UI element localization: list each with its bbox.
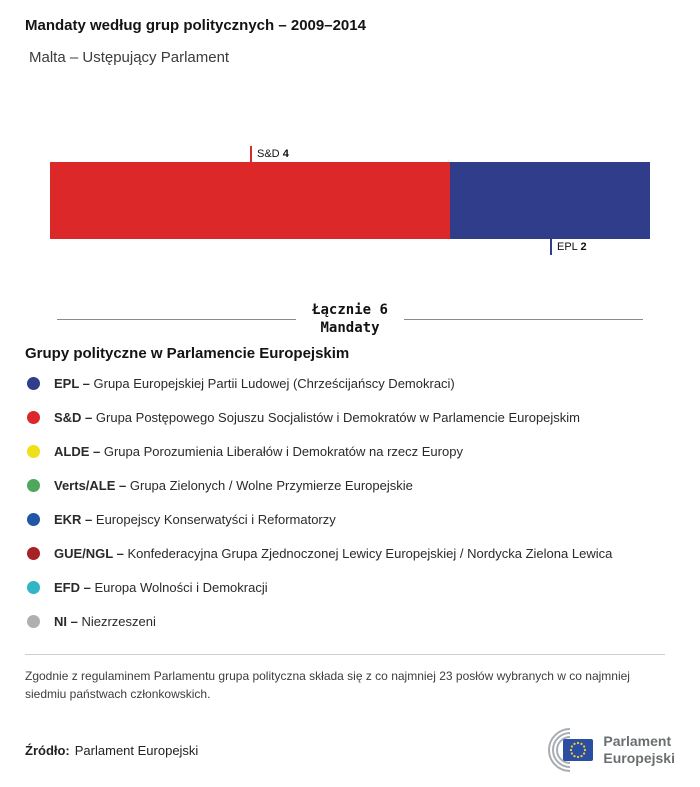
ep-logo: Parlament Europejski — [539, 727, 675, 773]
legend-label: ALDE – Grupa Porozumienia Liberałów i De… — [54, 443, 463, 459]
footnote-text: Zgodnie z regulaminem Parlamentu grupa p… — [25, 654, 665, 703]
seats-bar-chart: S&D 4 EPL 2 — [50, 146, 650, 255]
legend-heading: Grupy polityczne w Parlamencie Europejsk… — [25, 345, 350, 362]
source-value: Parlament Europejski — [74, 742, 199, 758]
legend-label: Verts/ALE – Grupa Zielonych / Wolne Przy… — [54, 477, 413, 493]
legend-dot-icon — [27, 410, 40, 424]
legend-dot-icon — [27, 580, 40, 594]
bar-segment-EPL — [450, 162, 650, 239]
legend-item-sd: S&D – Grupa Postępowego Sojuszu Socjalis… — [25, 400, 675, 434]
legend-label: NI – Niezrzeszeni — [54, 613, 156, 629]
legend-dot-icon — [27, 444, 40, 458]
divider-line-left — [57, 318, 297, 320]
eu-stars-icon — [570, 741, 587, 759]
total-divider: Łącznie 6 Mandaty — [57, 301, 644, 337]
legend-item-efd: EFD – Europa Wolności i Demokracji — [25, 570, 675, 604]
legend-dot-icon — [27, 478, 40, 492]
infographic-page: Mandaty według grup politycznych – 2009–… — [25, 17, 675, 703]
legend-dot-icon — [27, 376, 40, 390]
legend-dot-icon — [27, 512, 40, 526]
bar-labels-top: S&D 4 — [50, 146, 650, 162]
source-label: Źródło: — [25, 742, 70, 758]
total-unit: Mandaty — [320, 320, 380, 336]
legend-item-alde: ALDE – Grupa Porozumienia Liberałów i De… — [25, 434, 675, 468]
page-subtitle: Malta – Ustępujący Parlament — [29, 49, 230, 66]
footer: Źródło: Parlament Europejski Parlament Eu… — [25, 727, 675, 773]
legend-list: EPL – Grupa Europejskiej Partii Ludowej … — [25, 366, 675, 638]
total-count: Łącznie 6 — [312, 302, 388, 318]
legend-dot-icon — [27, 546, 40, 560]
logo-text: Parlament Europejski — [603, 733, 675, 767]
bar-label-S&D: S&D 4 — [250, 146, 289, 162]
divider-line-right — [403, 318, 644, 320]
page-title: Mandaty według grup politycznych – 2009–… — [25, 17, 366, 34]
tick-mark-icon — [250, 146, 252, 162]
ep-logo-icon — [548, 728, 594, 772]
legend-label: EFD – Europa Wolności i Demokracji — [54, 579, 268, 595]
legend-label: S&D – Grupa Postępowego Sojuszu Socjalis… — [54, 409, 581, 425]
bar-labels-bottom: EPL 2 — [50, 239, 650, 255]
legend-label: EKR – Europejscy Konserwatyści i Reforma… — [54, 511, 336, 527]
legend-item-vertsale: Verts/ALE – Grupa Zielonych / Wolne Przy… — [25, 468, 675, 502]
legend-item-guengl: GUE/NGL – Konfederacyjna Grupa Zjednoczo… — [25, 536, 675, 570]
legend-item-epl: EPL – Grupa Europejskiej Partii Ludowej … — [25, 366, 675, 400]
bar-label-text: EPL 2 — [557, 241, 587, 253]
seats-bar — [50, 162, 650, 239]
legend-item-ekr: EKR – Europejscy Konserwatyści i Reforma… — [25, 502, 675, 536]
tick-mark-icon — [550, 239, 552, 255]
logo-text-line2: Europejski — [603, 750, 675, 766]
bar-label-EPL: EPL 2 — [550, 239, 587, 255]
bar-segment-S&D — [50, 162, 450, 239]
legend-label: GUE/NGL – Konfederacyjna Grupa Zjednoczo… — [54, 545, 613, 561]
legend-item-ni: NI – Niezrzeszeni — [25, 604, 675, 638]
logo-text-line1: Parlament — [603, 733, 672, 749]
total-label: Łącznie 6 Mandaty — [296, 301, 404, 337]
source-line: Źródło: Parlament Europejski — [25, 743, 198, 758]
legend-label: EPL – Grupa Europejskiej Partii Ludowej … — [54, 375, 455, 391]
legend-dot-icon — [27, 614, 40, 628]
bar-label-text: S&D 4 — [257, 148, 289, 160]
